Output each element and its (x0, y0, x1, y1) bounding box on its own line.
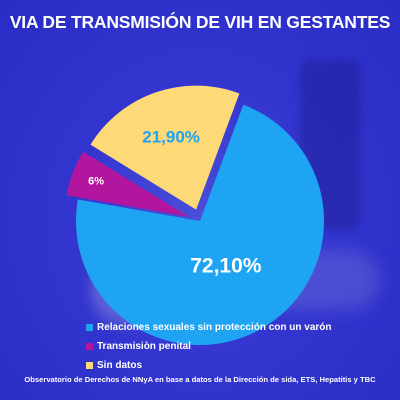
label-unprotected-sex: 72,10% (190, 255, 262, 278)
source-note: Observatorio de Derechos de NNyA en base… (24, 375, 376, 384)
slice-unprotected-sex (75, 104, 324, 345)
slice-perinatal (66, 151, 189, 217)
legend-label: Transmisiòn penital (97, 341, 191, 352)
slice-no-data (90, 85, 240, 210)
legend-swatch (86, 343, 93, 350)
legend-item-no-data: Sin datos (86, 356, 332, 375)
label-no-data: 21,90% (142, 127, 200, 146)
chart-title: VIA DE TRANSMISIÓN DE VIH EN GESTANTES (9, 12, 391, 32)
legend-label: Sin datos (97, 360, 143, 371)
legend: Relaciones sexuales sin protección con u… (86, 318, 332, 375)
legend-swatch (86, 362, 93, 369)
legend-item-perinatal: Transmisiòn penital (86, 337, 332, 356)
label-perinatal: 6% (88, 176, 104, 188)
legend-item-unprotected-sex: Relaciones sexuales sin protección con u… (86, 318, 332, 337)
legend-label: Relaciones sexuales sin protección con u… (97, 322, 332, 333)
legend-swatch (86, 324, 93, 331)
